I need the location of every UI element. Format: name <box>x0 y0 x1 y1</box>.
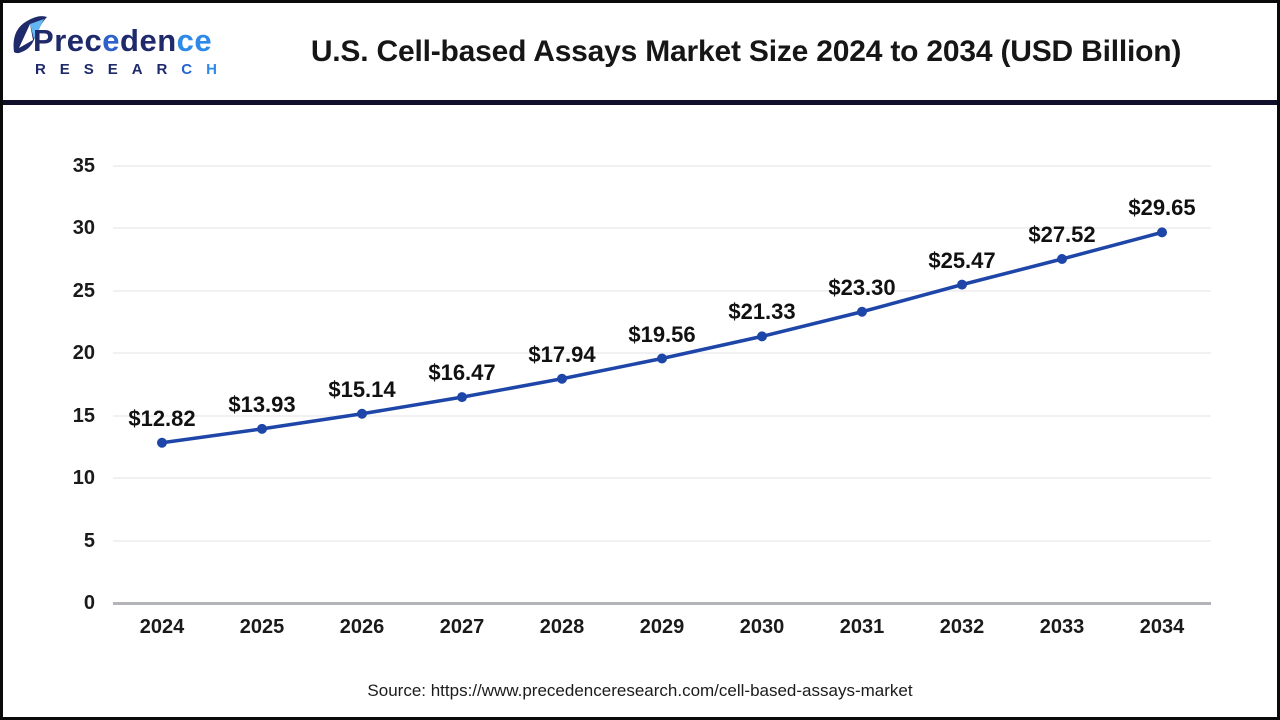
data-point-label: $29.65 <box>1128 195 1196 221</box>
x-axis-baseline <box>113 602 1211 605</box>
series-plot <box>157 227 1167 448</box>
logo-letter: c <box>84 23 103 58</box>
logo-letter: E <box>107 61 118 78</box>
gridline <box>113 289 1211 292</box>
chart-title: U.S. Cell-based Assays Market Size 2024 … <box>310 34 1182 68</box>
data-point-marker <box>557 373 567 384</box>
y-axis-tick-label: 35 <box>72 154 95 177</box>
data-point-label: $23.30 <box>828 274 896 300</box>
x-axis-tick-label: 2029 <box>639 616 685 638</box>
logo-letter: r <box>54 23 67 58</box>
data-point-label: $13.93 <box>228 391 296 417</box>
data-point-marker <box>1057 254 1067 264</box>
x-axis-tick-label: 2030 <box>739 616 785 638</box>
logo-letter: c <box>176 23 195 58</box>
y-axis-tick-label: 15 <box>72 404 95 427</box>
logo-letter: P <box>33 23 55 58</box>
logo-letter: n <box>157 23 177 58</box>
line-chart: 0 5 10 15 20 25 30 35 2024 2025 2026 2027 2028 2029 20… <box>3 105 1277 717</box>
data-point-label: $25.47 <box>928 247 996 273</box>
data-point-label: $17.94 <box>528 341 596 367</box>
data-point-label: $27.52 <box>1028 222 1096 247</box>
data-point-label: $12.82 <box>128 405 196 431</box>
x-axis-tick-label: 2025 <box>239 616 285 638</box>
x-axis-tick-label: 2031 <box>839 616 885 638</box>
logo-letter: e <box>194 23 213 58</box>
logo-letter: H <box>206 61 217 78</box>
precedence-leaf-logo-icon <box>13 16 47 54</box>
logo-letter: d <box>120 23 140 58</box>
logo-letter: A <box>131 61 143 78</box>
x-axis-tick-label: 2027 <box>439 616 485 638</box>
y-axis-tick-label: 5 <box>83 529 95 552</box>
y-axis-tick-label: 25 <box>72 279 95 302</box>
gridline <box>113 227 1211 229</box>
data-point-label: $21.33 <box>728 299 796 325</box>
data-point-label: $19.56 <box>628 321 696 347</box>
data-point-marker <box>1157 227 1167 238</box>
y-axis-tick-label: 10 <box>72 467 95 489</box>
x-axis-tick-label: 2026 <box>339 616 385 638</box>
gridline <box>113 164 1211 167</box>
x-axis-tick-label: 2033 <box>1039 616 1085 638</box>
y-axis-tick-label: 0 <box>83 592 95 614</box>
x-axis-tick-label: 2034 <box>1139 616 1185 638</box>
gridline <box>113 477 1211 479</box>
logo-letter: C <box>181 61 193 78</box>
x-axis-tick-label: 2024 <box>139 616 185 638</box>
data-point-label: $16.47 <box>428 360 496 386</box>
logo-brand-text: Precedence <box>33 23 212 59</box>
data-point-marker <box>457 392 467 403</box>
data-point-marker <box>957 279 967 290</box>
data-point-marker <box>157 437 167 448</box>
y-axis-tick-label: 20 <box>72 342 95 364</box>
header-divider <box>3 100 1277 105</box>
data-point-marker <box>857 306 867 317</box>
data-point-label: $15.14 <box>328 376 396 402</box>
logo-letter: R <box>156 61 168 78</box>
data-point-marker <box>757 331 767 342</box>
logo-letter: R <box>35 61 46 78</box>
data-point-marker <box>257 423 267 434</box>
logo-letter: e <box>102 23 121 58</box>
x-axis-tick-label: 2032 <box>939 616 985 638</box>
logo-letter: e <box>139 23 158 58</box>
data-point-marker <box>357 408 367 419</box>
source-citation: Source: https://www.precedenceresearch.c… <box>367 681 913 700</box>
logo-letter: E <box>59 61 70 78</box>
logo-letter: e <box>66 23 85 58</box>
x-axis-tick-label: 2028 <box>539 616 585 638</box>
data-point-marker <box>657 353 667 364</box>
gridline <box>113 414 1211 417</box>
logo-letter: S <box>83 61 94 78</box>
gridline <box>113 352 1211 354</box>
gridline <box>113 539 1211 542</box>
y-axis-tick-label: 30 <box>72 217 95 239</box>
